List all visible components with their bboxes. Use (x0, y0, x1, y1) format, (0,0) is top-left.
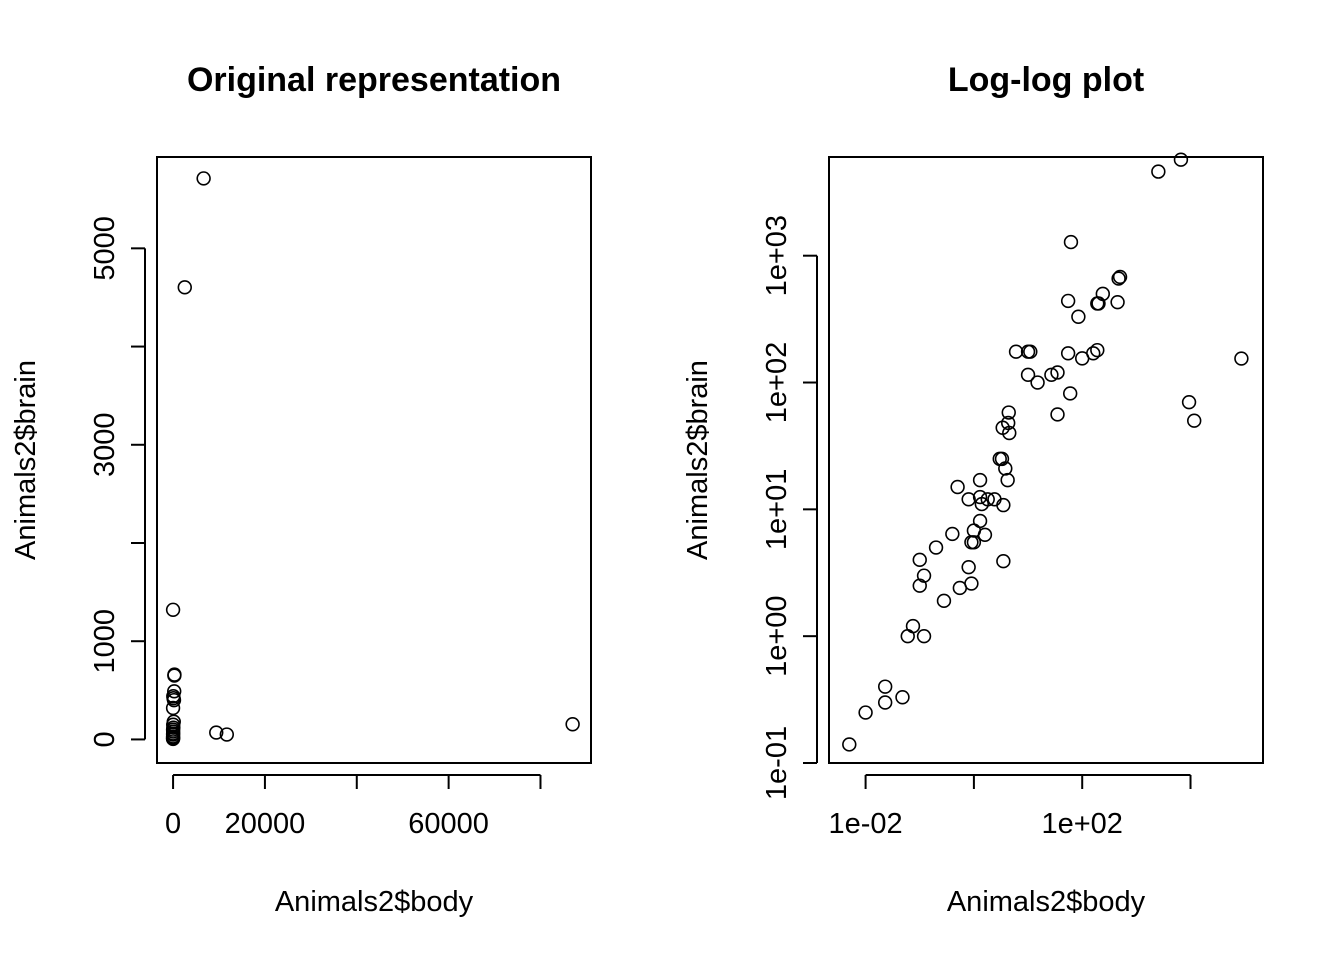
data-point (1060, 346, 1076, 361)
data-point (1001, 405, 1016, 420)
data-point (1008, 344, 1024, 359)
data-point (1060, 293, 1076, 309)
data-point (1071, 309, 1086, 324)
data-point (972, 513, 988, 529)
data-point (165, 731, 181, 747)
data-point (994, 451, 1010, 467)
data-point (961, 492, 976, 507)
y-axis-title: Animals2$brain (10, 360, 42, 560)
data-point (972, 472, 988, 488)
data-point (996, 554, 1011, 569)
x-axis: 0 20000 60000 (165, 774, 542, 840)
data-point (1030, 375, 1045, 390)
data-point (1151, 164, 1166, 179)
data-point (196, 171, 211, 186)
data-point (877, 695, 893, 710)
data-point (167, 684, 182, 699)
data-point (565, 717, 580, 732)
plot-frame (828, 156, 1264, 764)
data-point (209, 725, 224, 740)
data-point (165, 602, 181, 617)
y-tick-label: 0 (89, 731, 121, 747)
x-tick-label: 1e+02 (1041, 808, 1122, 840)
y-tick-label: 3000 (89, 413, 121, 478)
data-point (167, 667, 182, 682)
data-point (977, 527, 993, 542)
data-point (842, 737, 857, 752)
data-point (950, 479, 965, 495)
panel-2: Log-log plot 1e-02 1e+02 1e-01 1e+00 1e+01 1e+… (682, 61, 1264, 918)
data-point (165, 700, 181, 716)
plot-frame (156, 156, 592, 764)
y-axis: 0 1000 3000 5000 (89, 216, 146, 747)
data-point (1090, 342, 1105, 358)
y-axis: 1e-01 1e+00 1e+01 1e+02 1e+03 (761, 215, 818, 800)
y-tick-label: 1e+02 (761, 342, 793, 423)
x-axis-title: Animals2$body (275, 886, 474, 918)
data-point (1112, 269, 1128, 285)
data-point (1086, 346, 1101, 361)
data-point (858, 705, 873, 720)
data-point (166, 692, 182, 708)
panel-1: Original representation 0 20000 60000 0 1000 3… (10, 61, 592, 918)
data-point (916, 628, 932, 644)
data-point (961, 559, 976, 575)
data-point (1002, 425, 1017, 441)
data-point (912, 552, 927, 568)
y-tick-label: 1e+01 (761, 469, 793, 550)
data-point (1234, 351, 1249, 366)
data-point (1095, 286, 1110, 302)
data-point (1044, 367, 1059, 383)
data-point (945, 526, 960, 542)
data-point (1000, 472, 1015, 488)
data-point (996, 497, 1011, 513)
data-point (1111, 271, 1126, 286)
scatter-points (842, 152, 1249, 752)
y-tick-label: 1000 (89, 609, 121, 674)
scatter-points (165, 171, 580, 747)
data-point (877, 679, 893, 694)
y-tick-label: 1e+00 (761, 595, 793, 676)
data-point (1091, 296, 1106, 311)
data-point (966, 535, 982, 550)
data-point (928, 540, 944, 555)
data-point (1020, 367, 1036, 383)
x-tick-label: 0 (165, 808, 181, 840)
x-tick-label: 1e-02 (829, 808, 903, 840)
y-axis-title: Animals2$brain (682, 360, 714, 560)
data-point (1063, 234, 1079, 250)
data-point (998, 461, 1013, 476)
y-tick-label: 1e+03 (761, 215, 793, 296)
x-tick-label: 60000 (408, 808, 489, 840)
data-point (1023, 344, 1038, 359)
data-point (1062, 386, 1078, 401)
chart-title: Log-log plot (948, 61, 1144, 99)
data-point (1110, 294, 1125, 310)
data-point (1173, 152, 1189, 167)
data-point (1181, 394, 1197, 410)
data-point (980, 492, 995, 507)
data-point (1187, 413, 1202, 428)
data-point (177, 280, 192, 295)
x-axis: 1e-02 1e+02 (829, 774, 1192, 840)
chart-title: Original representation (187, 61, 561, 99)
data-point (895, 690, 910, 705)
data-point (1050, 407, 1065, 422)
data-point (972, 489, 988, 505)
x-axis-title: Animals2$body (947, 886, 1146, 918)
data-point (964, 576, 979, 591)
data-point (1050, 365, 1065, 380)
y-tick-label: 1e-01 (761, 726, 793, 800)
data-point (219, 727, 235, 742)
x-tick-label: 20000 (225, 808, 306, 840)
y-tick-label: 5000 (89, 216, 121, 281)
data-point (916, 568, 932, 583)
data-point (905, 618, 921, 634)
data-point (936, 593, 952, 609)
data-point (1001, 415, 1016, 431)
